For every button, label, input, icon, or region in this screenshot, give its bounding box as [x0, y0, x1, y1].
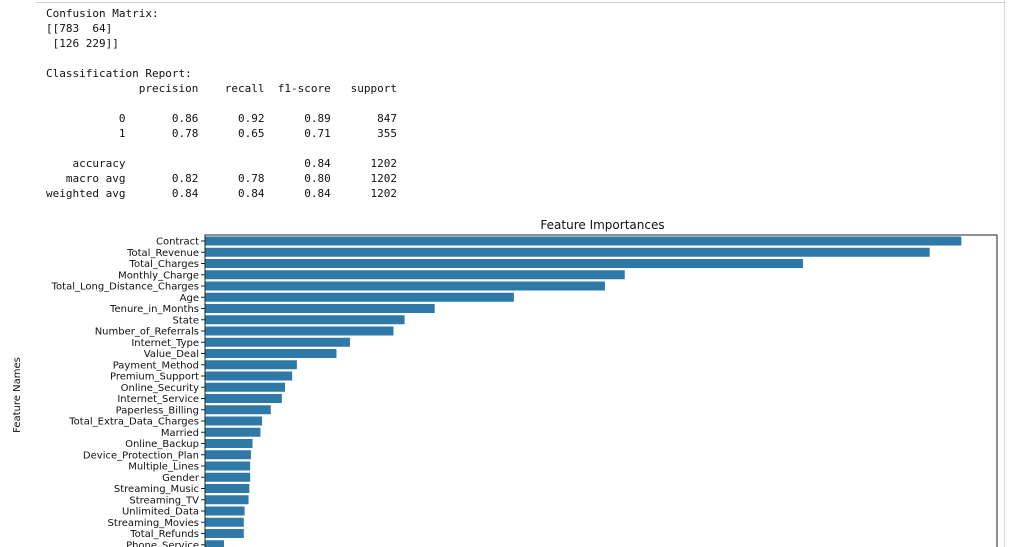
bar-streaming-music — [205, 484, 250, 493]
bar-unlimited-data — [205, 506, 245, 516]
bar-age — [205, 292, 514, 302]
cell-output-text: Confusion Matrix: [[783 64] [126 229]] C… — [46, 6, 397, 201]
bar-total-long-distance-charges — [205, 281, 605, 291]
bar-phone-service — [205, 540, 225, 547]
bars-layer — [205, 236, 962, 547]
y-tick-label: Unlimited_Data — [122, 507, 199, 518]
y-tick-label: Internet_Type — [131, 338, 199, 349]
bar-device-protection-plan — [205, 450, 251, 460]
y-tick-label: Online_Backup — [125, 439, 199, 450]
bar-online-backup — [205, 439, 253, 448]
bar-total-extra-data-charges — [205, 416, 263, 426]
y-tick-label: Married — [161, 428, 199, 439]
y-tick-label: Age — [180, 293, 199, 304]
y-tick-label: Contract — [156, 237, 199, 248]
bar-streaming-movies — [205, 517, 244, 527]
y-tick-label: Total_Refunds — [129, 529, 199, 540]
y-tick-label: Tenure_in_Months — [109, 304, 199, 315]
y-tick-label: Monthly_Charge — [118, 270, 199, 281]
y-tick-label: Gender — [162, 473, 200, 484]
cell-gutter — [0, 0, 36, 547]
bar-paperless-billing — [205, 405, 271, 415]
confusion-matrix-row: [126 229]] — [46, 37, 119, 50]
y-tick-label: Streaming_Movies — [108, 518, 199, 529]
bar-payment-method — [205, 360, 297, 370]
plot-frame — [204, 234, 998, 547]
bar-gender — [205, 472, 251, 482]
y-tick-label: Number_of_Referrals — [95, 327, 199, 338]
y-tick-label: Premium_Support — [110, 372, 199, 383]
vertical-scrollbar[interactable] — [1004, 0, 1024, 547]
confusion-matrix-row: [[783 64] — [46, 22, 113, 35]
y-tick-label: Device_Protection_Plan — [83, 450, 199, 461]
bar-tenure-in-months — [205, 304, 435, 313]
bar-state — [205, 315, 405, 325]
y-tick-label: Total_Extra_Data_Charges — [68, 417, 199, 428]
report-row: accuracy 0.84 1202 — [46, 157, 397, 170]
bar-premium-support — [205, 371, 293, 381]
y-tick-label: State — [173, 315, 199, 326]
report-row: macro avg 0.82 0.78 0.80 1202 — [46, 172, 397, 185]
tick-labels-layer: ContractTotal_RevenueTotal_ChargesMonthl… — [51, 237, 205, 547]
report-row: 1 0.78 0.65 0.71 355 — [46, 127, 397, 140]
bar-online-security — [205, 382, 285, 392]
y-tick-label: Phone_Service — [126, 540, 199, 547]
bar-contract — [205, 236, 962, 246]
y-tick-label: Multiple_Lines — [128, 462, 199, 473]
y-tick-label: Total_Long_Distance_Charges — [51, 282, 199, 293]
bar-married — [205, 427, 261, 437]
cell-divider — [36, 2, 1006, 3]
classification-report-title: Classification Report: — [46, 67, 192, 80]
y-tick-label: Paperless_Billing — [116, 405, 199, 416]
bar-monthly-charge — [205, 270, 625, 280]
y-tick-label: Total_Revenue — [126, 248, 199, 259]
y-tick-label: Online_Security — [121, 383, 199, 394]
bar-total-revenue — [205, 247, 930, 257]
y-tick-label: Total_Charges — [129, 259, 199, 270]
bar-total-charges — [205, 259, 803, 268]
y-tick-label: Value_Deal — [144, 349, 199, 360]
bar-internet-type — [205, 337, 350, 347]
report-row: weighted avg 0.84 0.84 0.84 1202 — [46, 187, 397, 200]
report-row: 0 0.86 0.92 0.89 847 — [46, 112, 397, 125]
report-header: precision recall f1-score support — [46, 82, 397, 95]
confusion-matrix-title: Confusion Matrix: — [46, 7, 159, 20]
y-tick-label: Streaming_TV — [129, 495, 199, 506]
y-tick-label: Payment_Method — [113, 360, 199, 371]
bar-total-refunds — [205, 529, 244, 538]
bar-multiple-lines — [205, 461, 251, 471]
bar-number-of-referrals — [205, 326, 394, 336]
y-tick-label: Internet_Service — [117, 394, 199, 405]
bar-streaming-tv — [205, 495, 249, 505]
y-tick-label: Streaming_Music — [114, 484, 199, 495]
bar-internet-service — [205, 394, 282, 403]
bar-value-deal — [205, 349, 337, 358]
chart-title: Feature Importances — [540, 218, 665, 232]
